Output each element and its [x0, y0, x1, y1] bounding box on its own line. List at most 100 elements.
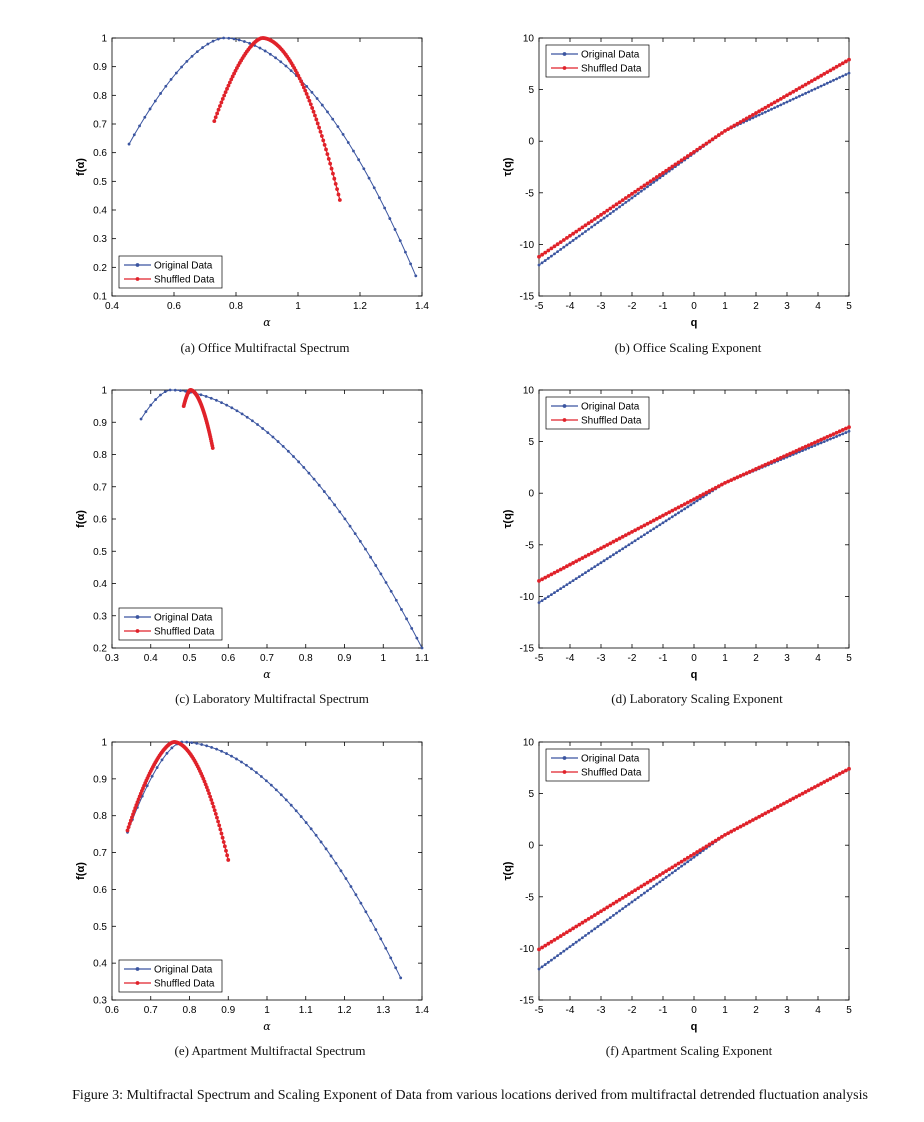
- data-point-original: [310, 90, 314, 94]
- data-point-shuffled: [620, 198, 625, 203]
- data-point-shuffled: [757, 814, 761, 819]
- data-point-shuffled: [695, 850, 699, 854]
- data-point-original: [664, 875, 668, 879]
- data-point-shuffled: [633, 888, 637, 893]
- data-point-original: [667, 169, 671, 173]
- data-point-shuffled: [778, 803, 783, 808]
- legend-swatch-marker: [135, 277, 140, 281]
- data-point-original: [686, 860, 690, 864]
- data-point-original: [230, 754, 233, 758]
- data-point-original: [195, 50, 199, 54]
- data-point-original: [317, 483, 321, 487]
- legend-label: Shuffled Data: [154, 979, 215, 990]
- data-point-shuffled: [135, 800, 140, 805]
- data-point-original: [590, 567, 594, 571]
- data-point-shuffled: [325, 152, 330, 157]
- x-tick-label: 5: [846, 653, 852, 664]
- y-tick-label: 0.9: [93, 774, 107, 785]
- data-point-shuffled: [552, 937, 557, 942]
- data-point-original: [670, 871, 674, 875]
- data-point-shuffled: [679, 859, 684, 864]
- data-point-original: [816, 86, 820, 89]
- data-point-original: [364, 910, 368, 914]
- x-tick-label: -1: [659, 1005, 668, 1016]
- data-point-original: [754, 115, 758, 118]
- data-point-shuffled: [744, 821, 749, 826]
- data-point-original: [615, 207, 618, 211]
- data-point-original: [333, 503, 337, 507]
- data-point-original: [593, 927, 597, 931]
- data-point-shuffled: [126, 825, 131, 830]
- data-point-shuffled: [741, 823, 746, 827]
- data-point-original: [201, 46, 204, 49]
- data-point-shuffled: [698, 145, 703, 150]
- data-point-shuffled: [130, 815, 134, 820]
- data-point-shuffled: [222, 844, 227, 849]
- y-tick-label: 0.5: [93, 177, 107, 188]
- data-point-shuffled: [840, 428, 845, 432]
- data-point-original: [652, 527, 656, 531]
- x-tick-label: 0.3: [105, 653, 119, 664]
- chart-panel-a: 0.4 0.6 0.8 1 1.2 1.4 0.1 0.2 0.3 0.4 0.5 0.6 0.7 0.8…: [70, 26, 500, 336]
- legend-swatch-marker: [135, 615, 140, 619]
- data-point-original: [829, 80, 832, 84]
- data-point-original: [553, 591, 556, 595]
- y-tick-label: 10: [523, 738, 535, 749]
- data-point-original: [165, 751, 169, 755]
- data-point-original: [393, 228, 397, 231]
- data-point-shuffled: [648, 179, 653, 184]
- y-tick-label: -10: [520, 944, 535, 955]
- data-point-shuffled: [797, 793, 802, 798]
- data-point-original: [394, 598, 398, 602]
- data-point-shuffled: [210, 446, 215, 450]
- data-point-original: [574, 940, 578, 944]
- data-point-original: [404, 250, 407, 254]
- y-tick-label: 0.7: [93, 120, 107, 131]
- data-point-shuffled: [546, 941, 551, 946]
- data-point-original: [240, 760, 243, 764]
- data-point-shuffled: [204, 785, 209, 790]
- data-point-shuffled: [133, 806, 138, 810]
- data-point-original: [590, 929, 594, 933]
- data-point-shuffled: [837, 771, 842, 776]
- data-point-shuffled: [775, 457, 780, 462]
- data-point-shuffled: [577, 557, 582, 562]
- data-point-original: [367, 176, 371, 180]
- data-point-shuffled: [689, 152, 693, 156]
- data-point-original: [173, 388, 177, 392]
- y-tick-label: 5: [528, 789, 534, 800]
- data-point-original: [299, 815, 303, 818]
- data-point-shuffled: [211, 804, 216, 809]
- data-point-original: [414, 274, 418, 278]
- data-point-shuffled: [844, 426, 848, 431]
- data-point-original: [284, 64, 288, 68]
- data-point-shuffled: [713, 485, 718, 490]
- data-point-original: [352, 149, 355, 153]
- data-point-original: [590, 225, 594, 229]
- data-point-shuffled: [296, 73, 301, 78]
- data-point-shuffled: [127, 821, 132, 826]
- y-tick-label: 0.6: [93, 148, 107, 159]
- data-point-original: [556, 589, 559, 593]
- data-point-shuffled: [586, 221, 591, 226]
- data-point-original: [652, 180, 656, 184]
- y-tick-label: 0.8: [93, 91, 107, 102]
- data-point-shuffled: [651, 876, 656, 881]
- x-tick-label: -4: [566, 1005, 575, 1016]
- x-tick-label: 0.8: [229, 301, 243, 312]
- data-point-shuffled: [592, 217, 597, 221]
- data-point-shuffled: [847, 766, 851, 771]
- legend-swatch-marker: [562, 404, 567, 408]
- data-point-shuffled: [741, 472, 746, 477]
- data-point-shuffled: [552, 244, 557, 249]
- x-tick-label: 5: [846, 1005, 852, 1016]
- data-point-original: [847, 429, 851, 433]
- data-point-shuffled: [747, 819, 752, 824]
- data-point-original: [550, 254, 553, 258]
- data-point-shuffled: [766, 809, 771, 814]
- data-point-shuffled: [726, 479, 730, 484]
- data-point-original: [336, 125, 340, 129]
- data-point-shuffled: [134, 803, 139, 807]
- data-point-shuffled: [571, 926, 575, 931]
- data-point-original: [420, 646, 424, 650]
